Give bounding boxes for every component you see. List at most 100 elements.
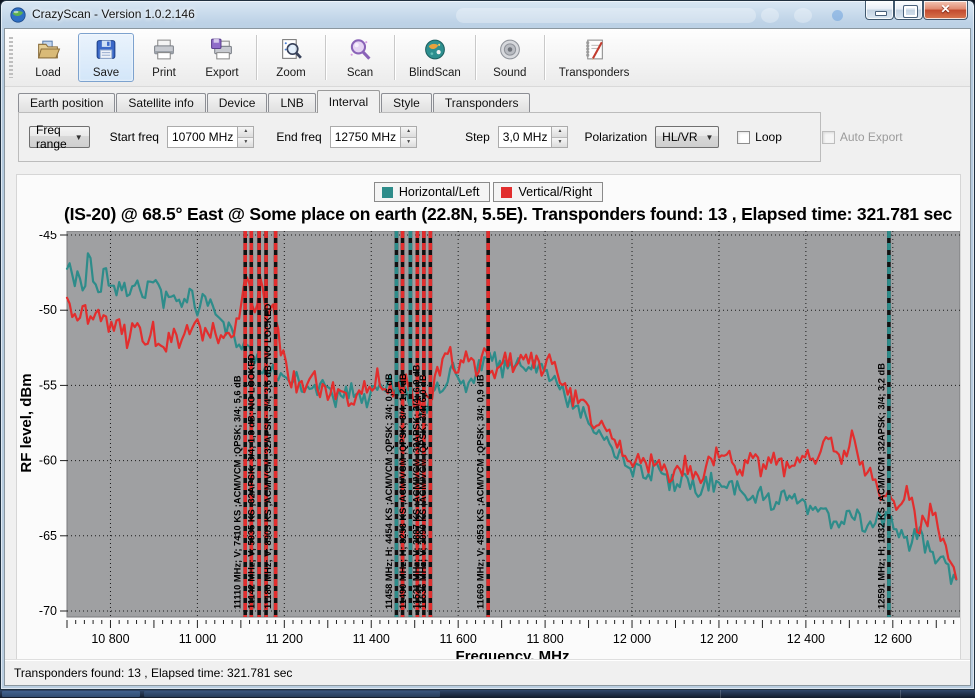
transponder-marker-label: 11536 MHz; V; 3990 KS ;ACM/VCM ;QPSK; 3/… — [418, 374, 428, 609]
loop-checkbox-box[interactable] — [737, 131, 750, 144]
polarization-value: HL/VR — [662, 130, 697, 144]
close-button[interactable]: ✕ — [923, 1, 968, 20]
transponder-marker-label: 11142 MHz; V; 5935 KS ;32APSK; 3/4; 1,3 … — [247, 353, 257, 609]
x-tick-label: 11 600 — [440, 632, 477, 646]
y-tick-label: -55 — [39, 378, 57, 392]
y-tick-label: -65 — [39, 529, 57, 543]
tab-interval[interactable]: Interval — [317, 90, 380, 113]
tab-earth-position[interactable]: Earth position — [18, 93, 115, 113]
legend-label: Vertical/Right — [518, 185, 592, 199]
minimize-button[interactable] — [865, 1, 894, 20]
chevron-down-icon: ▼ — [75, 133, 83, 142]
legend-color-chip — [501, 187, 512, 198]
toolbar-separator — [544, 35, 545, 80]
export-button[interactable]: Export — [194, 33, 250, 82]
step-input[interactable]: 3,0 MHz ▲▼ — [498, 126, 569, 148]
transponder-marker-label: 11490 MHz; H; 3253 KS ;ACM/VCM ;QPSK; 3/… — [398, 373, 408, 609]
print-button[interactable]: Print — [136, 33, 192, 82]
tab-style[interactable]: Style — [381, 93, 432, 113]
x-tick-label: 11 000 — [179, 632, 216, 646]
tab-device[interactable]: Device — [207, 93, 268, 113]
end-freq-input[interactable]: 12750 MHz ▲▼ — [330, 126, 417, 148]
toolbar-separator — [475, 35, 476, 80]
spin-down-icon[interactable]: ▼ — [238, 137, 253, 148]
x-tick-label: 12 200 — [700, 632, 738, 646]
legend-item-vertical-right[interactable]: Vertical/Right — [493, 182, 603, 202]
spin-down-icon[interactable]: ▼ — [552, 137, 567, 148]
x-tick-label: 11 800 — [526, 632, 563, 646]
scan-button[interactable]: Scan — [332, 33, 388, 82]
x-tick-label: 12 600 — [874, 632, 912, 646]
blindscan-globe-icon — [422, 37, 448, 65]
zoom-button[interactable]: Zoom — [263, 33, 319, 82]
transponders-notepad-icon — [581, 37, 607, 65]
close-icon: ✕ — [924, 2, 967, 16]
toolbar-button-label: Load — [35, 67, 61, 79]
polarization-select[interactable]: HL/VR ▼ — [655, 126, 719, 148]
chart-title: (IS-20) @ 68.5° East @ Some place on ear… — [64, 204, 960, 225]
background-window-blur — [761, 8, 779, 23]
load-button[interactable]: Load — [20, 33, 76, 82]
spin-up-icon[interactable]: ▲ — [238, 127, 253, 137]
toolbar-separator — [256, 35, 257, 80]
transponder-marker-label: 11180 MHz; V; 8903 KS ;ACM/VCM ;32APSK; … — [263, 303, 273, 609]
blindscan-button[interactable]: BlindScan — [401, 33, 469, 82]
tab-lnb[interactable]: LNB — [268, 93, 315, 113]
windows-taskbar — [0, 690, 975, 698]
titlebar[interactable]: CrazyScan - Version 1.0.2.146 ✕ — [1, 1, 974, 28]
start-freq-value: 10700 MHz — [168, 127, 237, 147]
y-tick-label: -60 — [39, 454, 57, 468]
sound-speaker-icon — [497, 37, 523, 65]
spectrum-plot: 10 800 11 000 11 200 11 400 11 600 11 800 12 0… — [17, 231, 960, 662]
transponder-marker-label: 11458 MHz; H; 4454 KS ;ACM/VCM ;QPSK; 3/… — [384, 373, 394, 609]
x-tick-label: 11 400 — [353, 632, 390, 646]
spin-down-icon[interactable]: ▼ — [401, 137, 416, 148]
tab-transponders[interactable]: Transponders — [433, 93, 531, 113]
save-button[interactable]: Save — [78, 33, 134, 82]
sound-button[interactable]: Sound — [482, 33, 538, 82]
freq-range-select[interactable]: Freq range ▼ — [29, 126, 90, 148]
end-freq-value: 12750 MHz — [331, 127, 400, 147]
toolbar-separator — [325, 35, 326, 80]
transponder-marker-label: 11669 MHz; V; 4953 KS ;ACM/VCM ;QPSK; 3/… — [476, 374, 486, 609]
toolbar-button-label: Zoom — [276, 67, 305, 79]
toolbar-button-label: Print — [152, 67, 176, 79]
background-window-blur — [794, 8, 812, 23]
end-freq-label: End freq — [276, 130, 321, 144]
minimize-icon — [875, 11, 887, 16]
toolbar-grip[interactable] — [9, 37, 13, 78]
window-title: CrazyScan - Version 1.0.2.146 — [32, 1, 195, 28]
loop-checkbox[interactable]: Loop — [737, 130, 782, 144]
taskbar-divider — [720, 690, 721, 698]
x-tick-label: 10 800 — [91, 632, 129, 646]
tab-satellite-info[interactable]: Satellite info — [116, 93, 205, 113]
auto-export-checkbox: Auto Export — [822, 130, 903, 144]
loop-label: Loop — [755, 130, 782, 144]
y-axis-title: RF level, dBm — [18, 373, 35, 472]
chart-panel: Horizontal/Left Vertical/Right (IS-20) @ … — [16, 174, 961, 662]
taskbar-button — [2, 691, 140, 697]
start-freq-input[interactable]: 10700 MHz ▲▼ — [167, 126, 254, 148]
auto-export-label: Auto Export — [840, 130, 903, 144]
x-tick-label: 12 400 — [787, 632, 825, 646]
taskbar-button — [144, 691, 440, 697]
app-window: CrazyScan - Version 1.0.2.146 ✕ Load Save… — [0, 0, 975, 690]
export-printer-icon — [209, 37, 235, 65]
toolbar-button-label: Export — [205, 67, 238, 79]
x-tick-label: 12 000 — [613, 632, 651, 646]
freq-range-value: Freq range — [36, 123, 67, 151]
plot-background — [67, 231, 960, 617]
x-tick-label: 11 200 — [266, 632, 303, 646]
spin-up-icon[interactable]: ▲ — [401, 127, 416, 137]
interval-tab-page: Freq range ▼ Start freq 10700 MHz ▲▼ End… — [18, 112, 821, 162]
step-label: Step — [465, 130, 490, 144]
toolbar-button-label: BlindScan — [409, 67, 461, 79]
background-window-blur — [832, 10, 843, 21]
maximize-button[interactable] — [894, 1, 923, 20]
transponders-button[interactable]: Transponders — [551, 33, 638, 82]
spin-up-icon[interactable]: ▲ — [552, 127, 567, 137]
toolbar-button-label: Sound — [493, 67, 526, 79]
legend-item-horizontal-left[interactable]: Horizontal/Left — [374, 182, 491, 202]
transponder-marker-label: 12591 MHz; H; 1832 KS ;ACM/VCM ;32APSK; … — [876, 363, 886, 609]
toolbar-button-label: Transponders — [559, 67, 630, 79]
